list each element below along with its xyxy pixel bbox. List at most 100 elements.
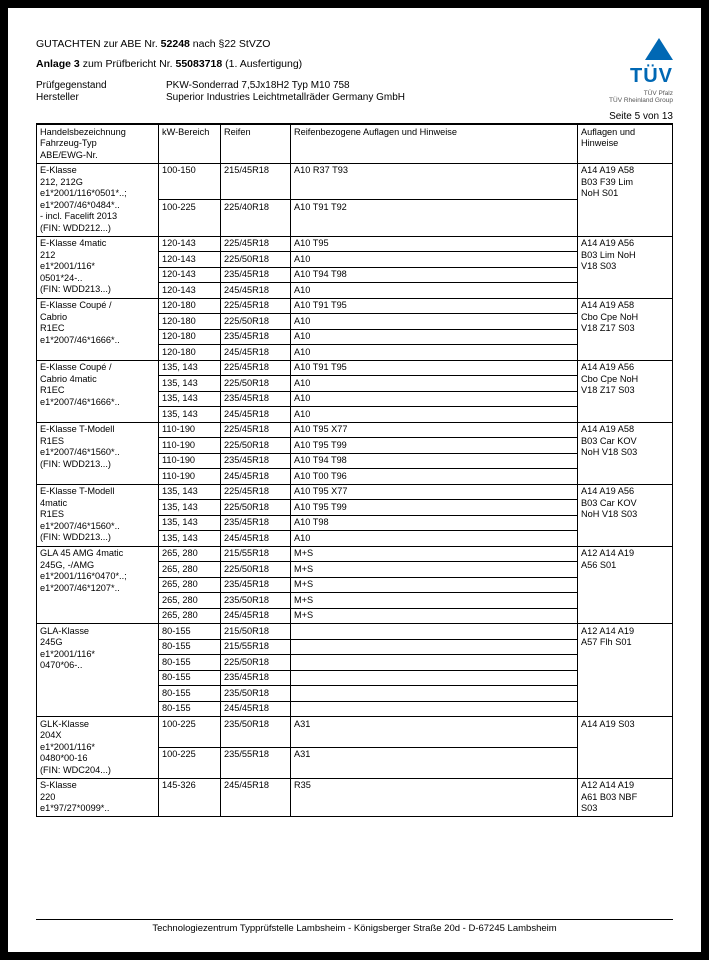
cell-model: GLA-Klasse 245G e1*2001/116* 0470*06-..	[37, 624, 159, 717]
anlage-line: Anlage 3 zum Prüfbericht Nr. 55083718 (1…	[36, 58, 553, 70]
cell-hinweise1: A10 T91 T92	[291, 200, 578, 237]
cell-reifen: 225/50R18	[221, 500, 291, 516]
cell-kw: 120-143	[159, 236, 221, 252]
cell-reifen: 245/45R18	[221, 608, 291, 624]
col-hinweise2: Auflagen und Hinweise	[578, 125, 673, 164]
title-line: GUTACHTEN zur ABE Nr. 52248 nach §22 StV…	[36, 38, 553, 50]
cell-reifen: 245/45R18	[221, 531, 291, 547]
cell-model: E-Klasse 212, 212G e1*2001/116*0501*..; …	[37, 163, 159, 236]
table-row: GLA 45 AMG 4matic 245G, -/AMG e1*2001/11…	[37, 546, 673, 562]
cell-kw: 110-190	[159, 438, 221, 454]
document-page: GUTACHTEN zur ABE Nr. 52248 nach §22 StV…	[8, 8, 701, 952]
cell-hinweise2: A12 A14 A19 A61 B03 NBF S03	[578, 778, 673, 817]
col-model: Handelsbezeichnung Fahrzeug-Typ ABE/EWG-…	[37, 125, 159, 164]
cell-reifen: 245/45R18	[221, 778, 291, 817]
cell-hinweise2: A12 A14 A19 A57 Flh S01	[578, 624, 673, 717]
cell-kw: 80-155	[159, 686, 221, 702]
cell-hinweise1: A10 T95 T99	[291, 438, 578, 454]
cell-hinweise1: A10 R37 T93	[291, 163, 578, 200]
cell-reifen: 235/45R18	[221, 267, 291, 283]
cell-kw: 80-155	[159, 624, 221, 640]
table-row: E-Klasse Coupé / Cabrio R1EC e1*2007/46*…	[37, 298, 673, 314]
cell-model: GLK-Klasse 204X e1*2001/116* 0480*00-16 …	[37, 717, 159, 779]
cell-reifen: 225/50R18	[221, 562, 291, 578]
cell-hinweise2: A14 A19 S03	[578, 717, 673, 779]
cell-reifen: 235/55R18	[221, 747, 291, 778]
cell-kw: 135, 143	[159, 376, 221, 392]
col-reifen: Reifen	[221, 125, 291, 164]
cell-reifen: 245/45R18	[221, 283, 291, 299]
cell-hinweise1: A10 T91 T95	[291, 298, 578, 314]
cell-reifen: 235/45R18	[221, 391, 291, 407]
data-table: Handelsbezeichnung Fahrzeug-Typ ABE/EWG-…	[36, 124, 673, 817]
cell-kw: 100-225	[159, 200, 221, 237]
cell-hinweise1: A10	[291, 376, 578, 392]
table-row: E-Klasse T-Modell 4matic R1ES e1*2007/46…	[37, 484, 673, 500]
cell-reifen: 215/55R18	[221, 639, 291, 655]
cell-kw: 135, 143	[159, 407, 221, 423]
table-row: GLK-Klasse 204X e1*2001/116* 0480*00-16 …	[37, 717, 673, 748]
cell-reifen: 235/50R18	[221, 686, 291, 702]
cell-reifen: 235/45R18	[221, 577, 291, 593]
cell-hinweise1: A10 T94 T98	[291, 453, 578, 469]
table-row: E-Klasse 212, 212G e1*2001/116*0501*..; …	[37, 163, 673, 200]
table-row: E-Klasse Coupé / Cabrio 4matic R1EC e1*2…	[37, 360, 673, 376]
cell-kw: 265, 280	[159, 577, 221, 593]
cell-hinweise1: M+S	[291, 577, 578, 593]
cell-kw: 265, 280	[159, 608, 221, 624]
pruefgegenstand-label: Prüfgegenstand	[36, 80, 166, 91]
cell-kw: 265, 280	[159, 593, 221, 609]
cell-reifen: 225/50R18	[221, 438, 291, 454]
cell-kw: 120-143	[159, 252, 221, 268]
cell-hinweise2: A14 A19 A58 B03 Car KOV NoH V18 S03	[578, 422, 673, 484]
cell-hinweise2: A14 A19 A56 Cbo Cpe NoH V18 Z17 S03	[578, 360, 673, 422]
cell-kw: 120-180	[159, 345, 221, 361]
cell-hinweise1: M+S	[291, 562, 578, 578]
col-kw: kW-Bereich	[159, 125, 221, 164]
hersteller-value: Superior Industries Leichtmetallräder Ge…	[166, 92, 553, 103]
cell-kw: 135, 143	[159, 531, 221, 547]
cell-reifen: 215/45R18	[221, 163, 291, 200]
cell-hinweise1: A10	[291, 252, 578, 268]
table-row: E-Klasse T-Modell R1ES e1*2007/46*1560*.…	[37, 422, 673, 438]
cell-hinweise1: A10	[291, 391, 578, 407]
cell-kw: 80-155	[159, 670, 221, 686]
cell-hinweise1: R35	[291, 778, 578, 817]
cell-hinweise1: A10 T94 T98	[291, 267, 578, 283]
cell-reifen: 215/50R18	[221, 624, 291, 640]
table-header-row: Handelsbezeichnung Fahrzeug-Typ ABE/EWG-…	[37, 125, 673, 164]
cell-reifen: 225/45R18	[221, 236, 291, 252]
cell-hinweise2: A14 A19 A58 Cbo Cpe NoH V18 Z17 S03	[578, 298, 673, 360]
cell-model: E-Klasse Coupé / Cabrio 4matic R1EC e1*2…	[37, 360, 159, 422]
cell-hinweise1: A10 T95	[291, 236, 578, 252]
cell-kw: 80-155	[159, 655, 221, 671]
cell-reifen: 225/50R18	[221, 314, 291, 330]
cell-hinweise1	[291, 686, 578, 702]
cell-hinweise1: M+S	[291, 608, 578, 624]
cell-hinweise1: A10 T91 T95	[291, 360, 578, 376]
meta-grid: Prüfgegenstand PKW-Sonderrad 7,5Jx18H2 T…	[36, 80, 553, 103]
cell-kw: 120-143	[159, 283, 221, 299]
cell-kw: 100-225	[159, 717, 221, 748]
cell-hinweise1: A10	[291, 407, 578, 423]
cell-model: E-Klasse T-Modell R1ES e1*2007/46*1560*.…	[37, 422, 159, 484]
cell-hinweise1: M+S	[291, 593, 578, 609]
cell-hinweise2: A14 A19 A58 B03 F39 Lim NoH S01	[578, 163, 673, 236]
cell-hinweise1	[291, 701, 578, 717]
cell-reifen: 225/50R18	[221, 252, 291, 268]
cell-reifen: 225/50R18	[221, 376, 291, 392]
table-row: S-Klasse 220 e1*97/27*0099*..145-326245/…	[37, 778, 673, 817]
cell-kw: 110-190	[159, 453, 221, 469]
cell-reifen: 245/45R18	[221, 345, 291, 361]
cell-model: S-Klasse 220 e1*97/27*0099*..	[37, 778, 159, 817]
cell-kw: 135, 143	[159, 360, 221, 376]
cell-hinweise1	[291, 655, 578, 671]
cell-kw: 135, 143	[159, 515, 221, 531]
cell-kw: 120-180	[159, 314, 221, 330]
cell-model: E-Klasse T-Modell 4matic R1ES e1*2007/46…	[37, 484, 159, 546]
cell-hinweise1: A10 T95 X77	[291, 484, 578, 500]
header: GUTACHTEN zur ABE Nr. 52248 nach §22 StV…	[36, 38, 673, 111]
cell-hinweise1: A10	[291, 314, 578, 330]
cell-kw: 120-180	[159, 329, 221, 345]
cell-hinweise1: A10 T95 X77	[291, 422, 578, 438]
